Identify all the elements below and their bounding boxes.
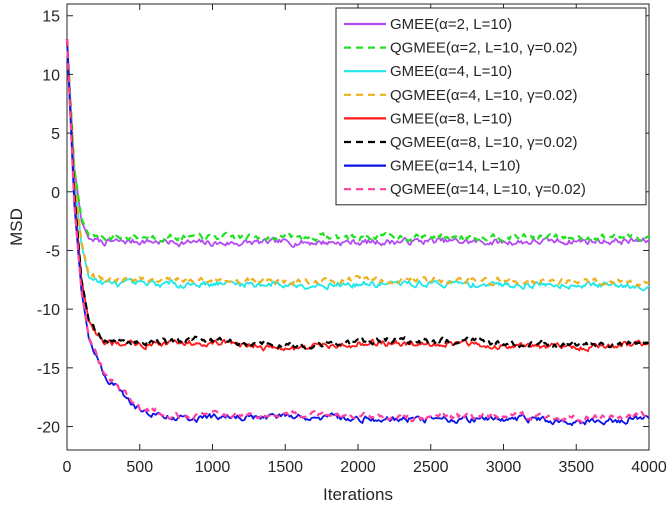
legend-box bbox=[335, 7, 647, 206]
legend-entry-label: QGMEE(α=4, L=10, γ=0.02) bbox=[390, 87, 578, 104]
x-tick-label: 500 bbox=[126, 459, 153, 476]
axes: 0 500 1000 1500 2000 2500 3000 3500 4000 15 10 5 0 -5… bbox=[37, 4, 667, 476]
x-tick-label: 4000 bbox=[631, 459, 667, 476]
x-tick-label: 0 bbox=[63, 459, 72, 476]
series-line-6 bbox=[65, 39, 650, 351]
y-tick-label: -10 bbox=[37, 302, 60, 319]
series-line-4 bbox=[65, 39, 650, 288]
series-line-2 bbox=[65, 39, 650, 243]
y-tick-label: -20 bbox=[37, 420, 60, 437]
y-tick-label: 5 bbox=[51, 126, 60, 143]
y-tick-label: 0 bbox=[51, 185, 60, 202]
legend-entry-label: QGMEE(α=14, L=10, γ=0.02) bbox=[390, 181, 586, 198]
y-axis-label: MSD bbox=[7, 208, 26, 246]
x-tick-label: 2000 bbox=[340, 459, 376, 476]
legend-entry-label: GMEE(α=8, L=10) bbox=[390, 110, 512, 127]
legend: GMEE(α=2, L=10) QGMEE(α=2, L=10, γ=0.02) G… bbox=[335, 7, 647, 206]
x-tick-label: 3500 bbox=[558, 459, 594, 476]
x-axis-label: Iterations bbox=[323, 485, 393, 504]
legend-entry-label: GMEE(α=2, L=10) bbox=[390, 16, 512, 33]
x-tick-label: 1500 bbox=[267, 459, 303, 476]
series-line-7 bbox=[66, 39, 650, 427]
y-tick-label: 15 bbox=[42, 9, 60, 26]
legend-entry-label: GMEE(α=14, L=10) bbox=[390, 158, 520, 175]
series-line-3 bbox=[66, 39, 650, 292]
x-tick-label: 2500 bbox=[413, 459, 449, 476]
series-line-5 bbox=[66, 39, 650, 353]
legend-entry-label: GMEE(α=4, L=10) bbox=[390, 63, 512, 80]
y-tick-label: 10 bbox=[42, 67, 60, 84]
y-tick-label: -15 bbox=[37, 361, 60, 378]
legend-entry-label: QGMEE(α=2, L=10, γ=0.02) bbox=[390, 40, 578, 57]
series-layer bbox=[65, 39, 650, 427]
series-line-8 bbox=[65, 39, 650, 424]
x-tick-label: 3000 bbox=[486, 459, 522, 476]
legend-entry-label: QGMEE(α=8, L=10, γ=0.02) bbox=[390, 134, 578, 151]
y-tick-label: -5 bbox=[46, 243, 60, 260]
x-tick-label: 1000 bbox=[195, 459, 231, 476]
